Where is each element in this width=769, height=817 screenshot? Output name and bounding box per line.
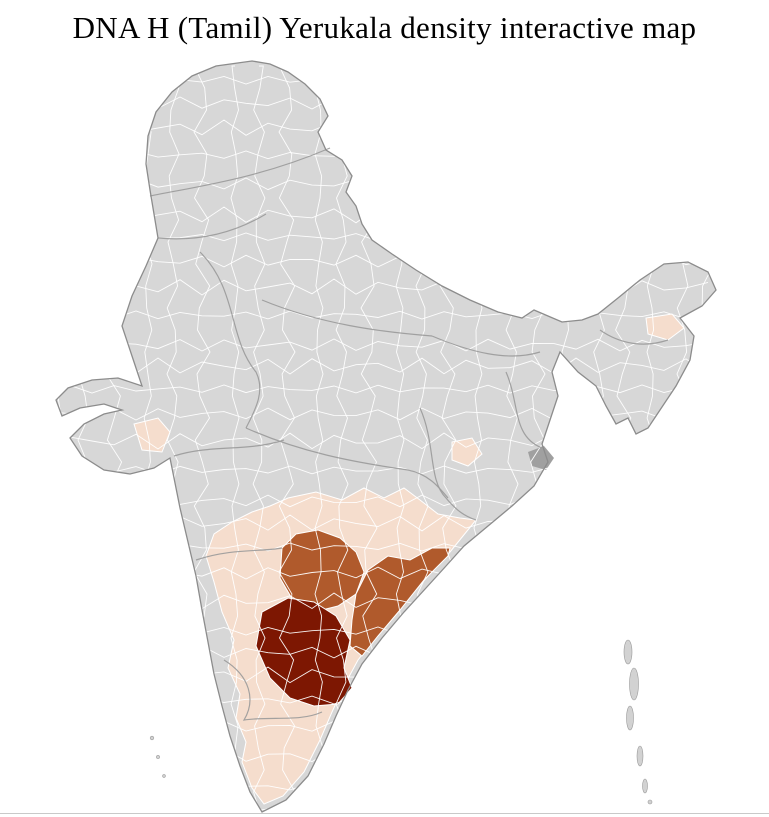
district-border-line — [395, 65, 405, 815]
density-region-low[interactable] — [645, 313, 685, 341]
district-border-line — [47, 592, 709, 610]
district-border-line — [592, 65, 606, 815]
district-border-line — [528, 65, 546, 815]
state-border-line — [195, 547, 283, 561]
district-border-line — [439, 65, 457, 815]
state-borders — [149, 147, 669, 721]
state-border-line — [245, 427, 449, 499]
district-border-line — [278, 65, 296, 815]
island[interactable] — [623, 639, 633, 665]
district-border-line — [47, 232, 709, 242]
district-border-line — [47, 542, 709, 552]
state-border-line — [149, 147, 331, 197]
density-regions[interactable] — [133, 313, 685, 805]
district-border-line — [47, 494, 709, 508]
density-region-medium[interactable] — [349, 547, 451, 657]
density-region-low[interactable] — [133, 417, 171, 453]
district-border-line — [47, 695, 709, 705]
island[interactable] — [626, 705, 634, 731]
state-border-line — [505, 371, 543, 449]
district-border-line — [105, 65, 123, 815]
district-border-line — [193, 65, 211, 815]
district-border-line — [47, 206, 709, 224]
district-border-line — [230, 65, 240, 815]
island-chains[interactable] — [149, 639, 653, 805]
district-border-line — [47, 384, 709, 394]
island[interactable] — [642, 778, 648, 794]
map-title: DNA H (Tamil) Yerukala density interacti… — [72, 10, 697, 45]
state-border-line — [431, 335, 541, 357]
district-border-line — [676, 65, 690, 815]
district-border-line — [335, 65, 349, 815]
island[interactable] — [162, 774, 166, 778]
district-border-line — [47, 150, 709, 160]
district-border-line — [47, 254, 709, 268]
district-border-line — [47, 802, 709, 816]
district-border-line — [314, 65, 324, 815]
district-border-line — [47, 747, 709, 765]
island[interactable] — [629, 667, 639, 701]
district-border-line — [47, 357, 709, 375]
district-border-line — [47, 177, 709, 191]
density-region-high[interactable] — [255, 597, 353, 707]
district-border-line — [77, 65, 91, 815]
district-border-line — [47, 666, 709, 684]
state-border-line — [173, 439, 285, 457]
district-border-line — [47, 75, 709, 85]
district-border-line — [143, 65, 153, 815]
district-border-line — [47, 310, 709, 320]
district-border-line — [47, 720, 709, 734]
district-border-line — [53, 65, 63, 815]
island[interactable] — [636, 745, 644, 767]
state-border-line — [599, 329, 669, 345]
district-border-line — [47, 338, 709, 352]
district-border-line — [47, 278, 709, 296]
district-border-line — [360, 65, 378, 815]
island[interactable] — [156, 755, 160, 759]
district-border-line — [561, 65, 571, 815]
bottom-divider — [0, 813, 769, 814]
india-outline — [55, 60, 717, 813]
district-border-line — [415, 65, 429, 815]
district-border-line — [47, 96, 709, 110]
district-border-line — [47, 465, 709, 475]
district-borders-texture — [47, 65, 715, 816]
state-border-line — [223, 659, 323, 721]
island[interactable] — [647, 799, 653, 805]
district-border-line — [473, 65, 483, 815]
district-border-line — [166, 65, 180, 815]
district-border-line — [614, 65, 632, 815]
state-border-line — [261, 299, 433, 337]
district-border-line — [505, 65, 519, 815]
island[interactable] — [149, 735, 155, 741]
district-border-line — [47, 514, 709, 532]
district-border-line — [47, 432, 709, 450]
district-border-line — [646, 65, 656, 815]
state-border-line — [199, 251, 261, 429]
state-border-line — [419, 407, 477, 521]
district-border-line — [47, 566, 709, 580]
district-border-line — [47, 119, 709, 137]
india-base[interactable] — [56, 61, 716, 812]
district-border-line — [47, 645, 709, 659]
state-border-line — [157, 213, 267, 240]
district-border-line — [252, 65, 266, 815]
district-border-line — [697, 65, 715, 815]
